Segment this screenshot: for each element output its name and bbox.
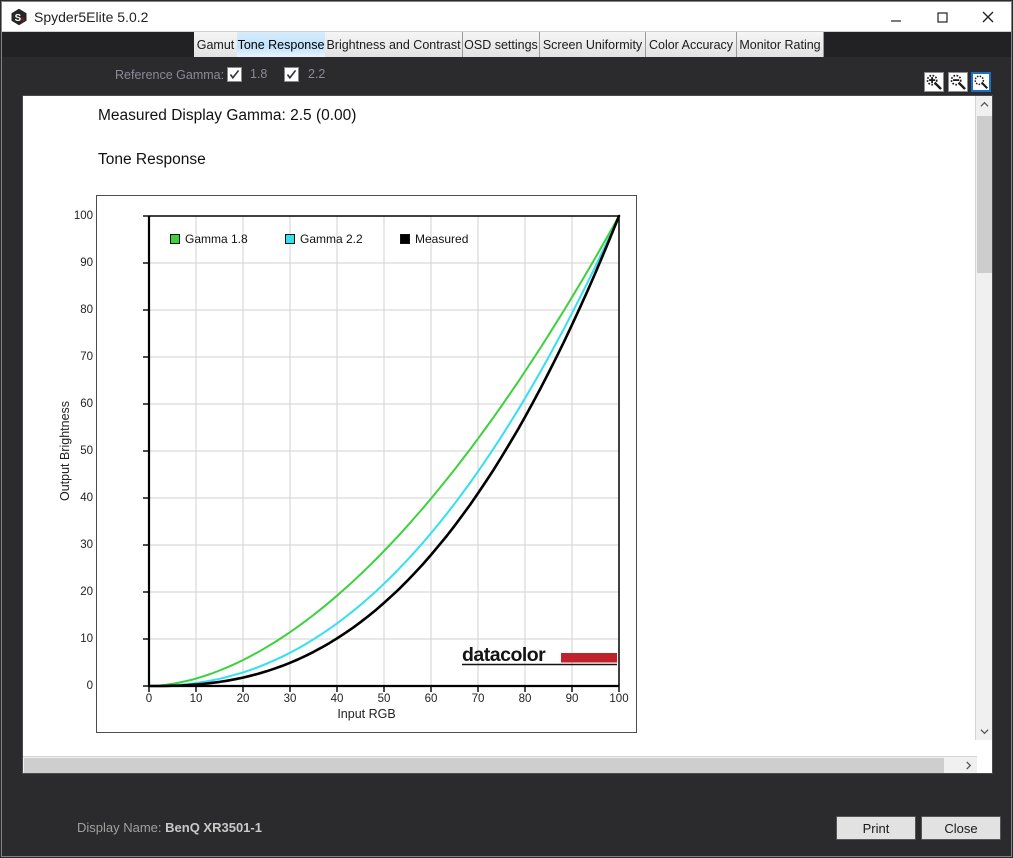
svg-text:datacolor: datacolor <box>462 644 546 666</box>
svg-text:5: 5 <box>21 17 24 23</box>
